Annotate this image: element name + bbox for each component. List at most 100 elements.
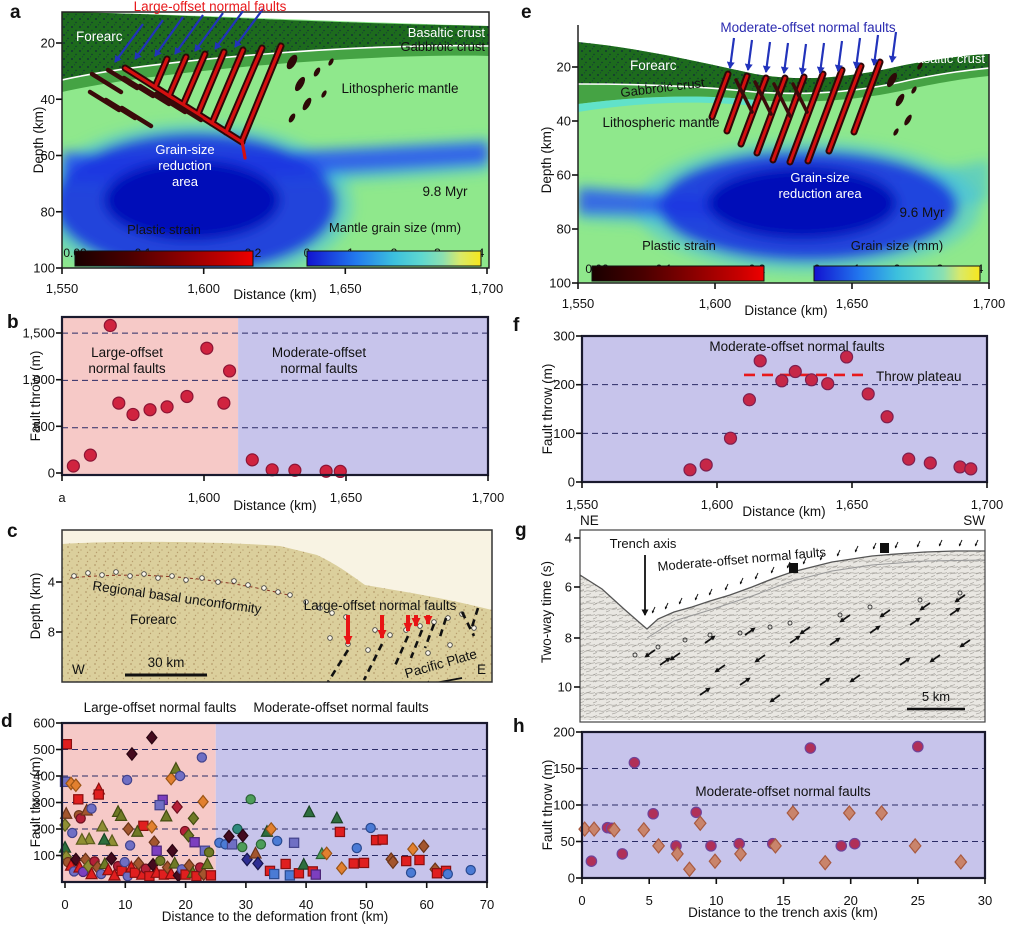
e-moho-line <box>578 67 989 95</box>
svg-text:area: area <box>172 174 199 189</box>
c-scalebar-label: 30 km <box>148 655 185 670</box>
svg-text:1,650: 1,650 <box>836 296 869 311</box>
svg-text:10: 10 <box>709 893 723 908</box>
g-scalebar-label: 5 km <box>922 689 950 704</box>
c-fault-dashes <box>326 607 480 682</box>
f-yticks: 0 100 200 300 <box>553 329 582 490</box>
e-strain-colorbar-title: Plastic strain <box>642 238 716 253</box>
svg-text:1,550: 1,550 <box>566 497 599 512</box>
e-fault-debris <box>886 62 923 136</box>
svg-text:0: 0 <box>568 475 575 490</box>
svg-text:100: 100 <box>549 276 571 291</box>
g-seafloor-line <box>580 550 985 630</box>
d-xlabel: Distance to the deformation front (km) <box>162 909 389 924</box>
d-ylabel: Fault throw (m) <box>28 757 43 848</box>
panel-g-seismic: V V NE SW Trench axis Moderate-offset no… <box>539 513 986 723</box>
svg-text:1,650: 1,650 <box>329 281 362 296</box>
svg-text:100: 100 <box>33 848 55 863</box>
g-trench-label: Trench axis <box>610 536 677 551</box>
a-reduction-label: Grain-size <box>155 142 214 157</box>
panel-d-chart: Large-offset normal faults Moderate-offs… <box>28 700 494 924</box>
panel-e-letter: e <box>521 2 532 23</box>
g-sediment-line <box>646 559 985 639</box>
a-grain-colorbar-title: Mantle grain size (mm) <box>329 220 461 235</box>
panel-h-chart: Moderate-offset normal faults 0501001502… <box>540 725 992 921</box>
c-east-label: E <box>477 662 486 677</box>
h-xlabel: Distance to the trench axis (km) <box>688 905 878 920</box>
svg-text:1,700: 1,700 <box>973 296 1006 311</box>
svg-text:1,500: 1,500 <box>22 326 55 341</box>
svg-text:1,550: 1,550 <box>46 281 79 296</box>
d-region-label-large: Large-offset normal faults <box>84 700 237 715</box>
svg-text:20: 20 <box>843 893 857 908</box>
panel-f-chart: Moderate-offset normal faults Throw plat… <box>540 329 1004 520</box>
b-region-label-large: Large-offset <box>91 345 163 360</box>
b-ylabel: Fault throw (m) <box>28 351 43 442</box>
svg-text:30: 30 <box>978 893 992 908</box>
e-ylabel: Depth (km) <box>539 127 554 194</box>
panel-g-letter: g <box>515 520 527 541</box>
b-xticks: a 1,600 1,650 1,700 <box>58 475 504 505</box>
svg-text:1,650: 1,650 <box>836 497 869 512</box>
e-frame <box>577 25 990 284</box>
svg-text:500: 500 <box>33 419 55 434</box>
b-yticks: 0 500 1,000 1,500 <box>22 326 62 481</box>
d-xticks: 0 10 20 30 40 50 60 70 <box>61 882 494 912</box>
svg-text:5: 5 <box>646 893 653 908</box>
e-grain-colorbar-title: Grain size (mm) <box>851 238 943 253</box>
f-ylabel: Fault throw (m) <box>540 364 555 455</box>
b-frame <box>60 315 490 477</box>
svg-text:150: 150 <box>553 761 575 776</box>
svg-text:normal faults: normal faults <box>280 361 358 376</box>
svg-text:8: 8 <box>565 631 572 646</box>
a-grain-colorbar <box>306 250 482 267</box>
c-forearc-label: Forearc <box>130 612 177 627</box>
svg-text:4: 4 <box>48 575 55 590</box>
e-fault-fan <box>708 58 923 166</box>
f-xlabel: Distance (km) <box>742 504 825 519</box>
g-yticks: 4 6 8 10 <box>558 531 580 695</box>
a-forearc-label: Forearc <box>76 29 123 44</box>
svg-text:300: 300 <box>33 795 55 810</box>
a-model-cross-section <box>62 12 489 268</box>
a-gabbroic-label: Gabbroic crust <box>400 39 485 54</box>
d-plot-area <box>58 723 488 883</box>
panel-d-letter: d <box>1 711 13 732</box>
f-frame <box>580 334 989 484</box>
svg-text:1,550: 1,550 <box>562 296 595 311</box>
f-plateau-label: Throw plateau <box>876 369 962 384</box>
c-ylabel: Depth (km) <box>28 573 43 640</box>
a-xlabel: Distance (km) <box>233 287 316 302</box>
g-station-markers: V V <box>789 543 889 574</box>
panel-e-simulation: Moderate-offset normal faults Forearc Ba… <box>539 20 1006 318</box>
svg-text:15: 15 <box>776 893 790 908</box>
svg-text:1,700: 1,700 <box>971 497 1004 512</box>
svg-text:reduction area: reduction area <box>778 186 862 201</box>
e-basaltic-label: Basaltic crust <box>908 51 986 66</box>
svg-text:50: 50 <box>359 897 373 912</box>
svg-text:4: 4 <box>565 531 572 546</box>
svg-text:normal faults: normal faults <box>88 361 166 376</box>
d-yticks: 100 200 300 400 500 600 <box>33 716 62 863</box>
svg-text:1,600: 1,600 <box>187 281 220 296</box>
svg-text:100: 100 <box>33 261 55 276</box>
svg-text:200: 200 <box>33 822 55 837</box>
svg-text:6: 6 <box>565 580 572 595</box>
e-xlabel: Distance (km) <box>744 303 827 318</box>
h-ylabel: Fault throw (m) <box>540 760 555 851</box>
a-strain-colorbar <box>74 250 254 267</box>
c-frame <box>61 529 493 683</box>
svg-text:80: 80 <box>41 204 55 219</box>
g-ne-label: NE <box>580 513 599 528</box>
svg-text:1,000: 1,000 <box>22 372 55 387</box>
svg-text:80: 80 <box>557 222 571 237</box>
a-gabbroic-layer <box>62 45 489 92</box>
h-yticks: 0 50 100 150 200 <box>553 725 582 886</box>
panel-b-letter: b <box>7 312 19 333</box>
g-frame <box>579 529 986 723</box>
f-region-label: Moderate-offset normal faults <box>709 339 885 354</box>
svg-text:10: 10 <box>118 897 132 912</box>
e-xticks: 1,550 1,600 1,650 1,700 <box>562 283 1006 311</box>
a-annotation: Large-offset normal faults <box>134 0 287 14</box>
